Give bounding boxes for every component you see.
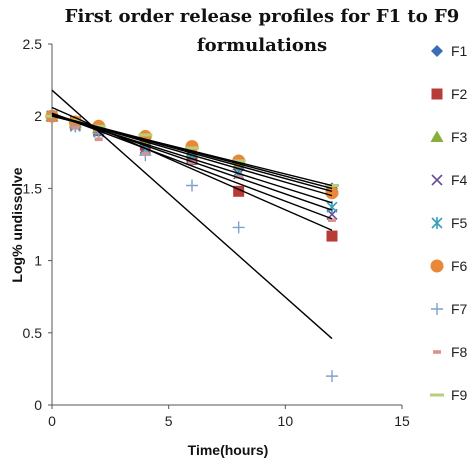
trendline-3 xyxy=(51,112,333,220)
data-point xyxy=(326,370,338,383)
legend-label: F2 xyxy=(451,86,468,102)
legend-label: F3 xyxy=(451,129,468,145)
data-point xyxy=(325,186,339,200)
legend-marker xyxy=(431,45,443,57)
data-point xyxy=(234,175,243,179)
x-axis-label: Time(hours) xyxy=(188,442,269,458)
legend-label: F9 xyxy=(451,387,468,403)
legend-item-f3: F3 xyxy=(430,129,468,145)
legend-label: F7 xyxy=(451,301,468,317)
legend-item-f7: F7 xyxy=(431,301,468,317)
y-tick-label: 0 xyxy=(34,397,42,413)
y-tick-label: 0.5 xyxy=(23,325,43,341)
x-tick-label: 10 xyxy=(278,413,294,429)
legend-marker xyxy=(430,259,444,273)
trendline-9 xyxy=(51,115,333,187)
chart-title-line1: First order release profiles for F1 to F… xyxy=(65,6,460,27)
legend-item-f2: F2 xyxy=(431,86,468,102)
data-point xyxy=(141,151,150,156)
legend-item-f6: F6 xyxy=(430,258,468,274)
data-point xyxy=(138,133,153,137)
data-point xyxy=(326,230,338,242)
x-tick-label: 0 xyxy=(48,413,56,429)
legend: F1 F2 F3 F4 F5 F6 F7 F8 F9 xyxy=(430,43,468,403)
legend-marker xyxy=(431,303,443,315)
legend-label: F4 xyxy=(451,172,468,188)
legend-marker xyxy=(430,393,444,397)
y-tick-label: 2 xyxy=(34,108,42,124)
data-point xyxy=(232,221,245,234)
legend-label: F5 xyxy=(451,215,468,231)
legend-label: F6 xyxy=(451,258,468,274)
data-point xyxy=(326,201,338,214)
data-point xyxy=(328,218,336,222)
data-point xyxy=(231,159,246,163)
data-point xyxy=(71,125,80,130)
legend-item-f1: F1 xyxy=(431,43,468,59)
y-tick-label: 2.5 xyxy=(23,36,43,52)
legend-item-f8: F8 xyxy=(433,344,468,360)
legend-marker xyxy=(431,217,443,229)
series-f7 xyxy=(46,110,338,383)
trendline-8 xyxy=(51,114,333,190)
y-tick-label: 1 xyxy=(34,253,42,269)
x-tick-label: 5 xyxy=(165,413,173,429)
legend-item-f9: F9 xyxy=(430,387,468,403)
legend-item-f5: F5 xyxy=(431,215,468,231)
legend-marker xyxy=(431,88,443,100)
plot-area: 0 0.5 1 1.5 2 2.5 0 5 10 15 xyxy=(23,36,410,429)
legend-label: F8 xyxy=(451,344,468,360)
x-tick-label: 15 xyxy=(394,413,410,429)
data-point xyxy=(185,146,199,150)
legend-marker xyxy=(433,350,441,354)
data-point xyxy=(94,137,103,142)
data-point xyxy=(233,185,245,197)
trendline-5 xyxy=(51,114,333,204)
y-axis-label: Log% undissolve xyxy=(9,167,25,282)
legend-label: F1 xyxy=(451,43,468,59)
data-point xyxy=(186,179,198,192)
legend-item-f4: F4 xyxy=(431,172,468,188)
legend-marker xyxy=(431,174,443,186)
chart-title-line2: formulations xyxy=(197,35,327,56)
legend-marker xyxy=(430,130,444,142)
y-tick-label: 1.5 xyxy=(23,180,43,196)
